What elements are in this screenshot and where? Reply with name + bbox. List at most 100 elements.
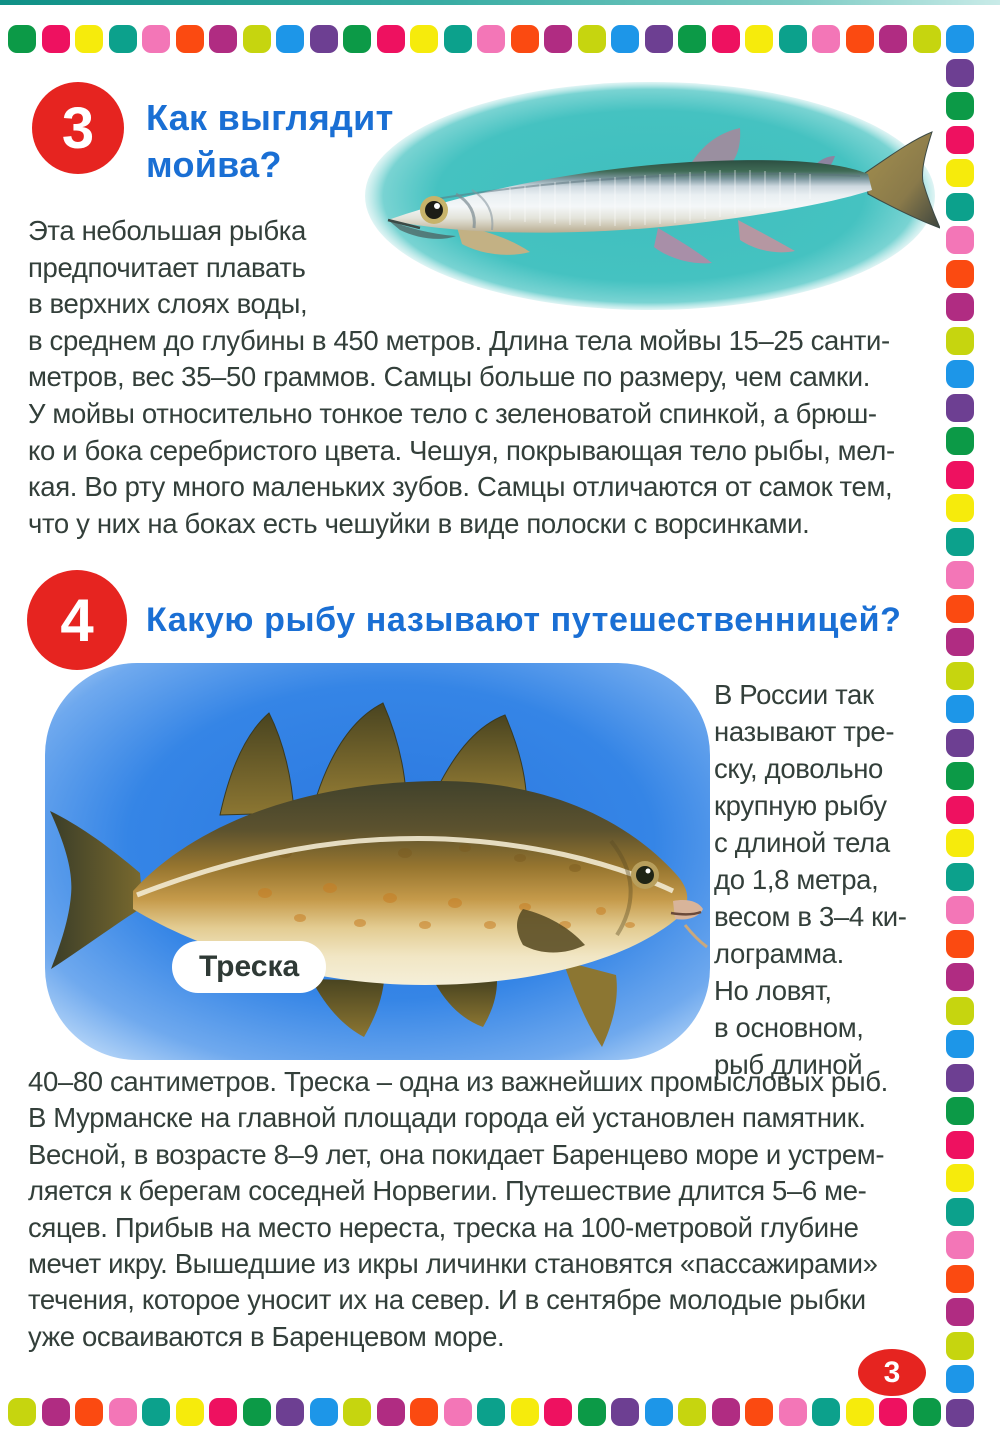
border-square [946,427,974,455]
border-square [75,1398,103,1426]
border-square [209,1398,237,1426]
border-square [946,1365,974,1393]
border-square [577,1398,606,1426]
border-square [946,527,974,556]
border-square [309,1398,338,1426]
border-square [510,25,539,53]
top-edge-line [0,0,1000,5]
border-square [946,594,974,623]
border-square [544,25,572,53]
border-square [644,25,673,53]
border-square [343,1398,371,1426]
section-4-paragraph: 40–80 сантиметров. Треска – одна из важн… [28,1066,888,1352]
section-4-side-paragraph: В России так называют тре- ску, довольно… [714,679,907,1080]
border-square [946,25,974,53]
border-square [845,1398,874,1426]
border-square [946,862,974,891]
border-square [410,1398,438,1426]
border-square [577,25,606,53]
border-square [946,259,974,288]
border-square [946,695,974,723]
border-square [946,1197,974,1226]
section-3-badge: 3 [32,82,124,174]
border-square [946,92,974,120]
border-square [946,192,974,221]
border-square [812,1398,840,1426]
border-square [946,125,974,154]
section-4-badge: 4 [27,570,127,670]
border-square [946,762,974,790]
border-square [946,795,974,824]
border-square [544,1398,572,1426]
border-square [209,25,237,53]
border-square [477,1398,505,1426]
border-square [946,159,974,187]
border-square [946,1264,974,1293]
section-3-paragraph: Эта небольшая рыбка предпочитает плавать… [28,215,895,539]
border-square [946,728,974,757]
cod-caption: Треска [172,941,327,993]
border-square [175,1398,204,1426]
border-square [912,25,941,53]
border-square [946,1298,974,1326]
border-square [778,25,807,53]
border-square [678,25,706,53]
border-square [946,628,974,656]
border-square [946,460,974,489]
capelin-illustration [365,82,940,310]
border-square [946,393,974,422]
border-square [946,1097,974,1125]
border-square [510,1398,539,1426]
border-square [812,25,840,53]
border-square [946,1331,974,1360]
border-square [912,1398,941,1426]
section-3-title: Как выглядит мойва? [146,97,394,185]
border-square [8,1398,36,1426]
border-square [946,996,974,1025]
border-square [142,25,170,53]
border-square [41,1398,70,1426]
border-square [946,226,974,254]
cod-illustration [45,663,710,1060]
border-square [946,1030,974,1058]
border-square [309,25,338,53]
border-square [745,25,773,53]
border-square [946,1130,974,1159]
border-square [242,1398,271,1426]
border-square [343,25,371,53]
border-square [946,494,974,522]
border-square [946,326,974,355]
border-square [142,1398,170,1426]
border-square [778,1398,807,1426]
border-square [276,25,304,53]
border-square [946,829,974,857]
border-square [879,25,907,53]
border-square [41,25,70,53]
border-square [108,25,137,53]
border-square [108,1398,137,1426]
border-square [644,1398,673,1426]
border-square [477,25,505,53]
border-square [946,1164,974,1192]
border-square [946,1398,974,1427]
border-square [946,1063,974,1092]
border-square [175,25,204,53]
border-square [879,1398,907,1426]
border-square [946,561,974,589]
border-square [845,25,874,53]
border-square [946,293,974,321]
page-number-badge: 3 [858,1349,926,1396]
border-square [946,58,974,87]
border-square [410,25,438,53]
section-4-title: Какую рыбу называют путешественницей? [146,601,902,639]
border-square [678,1398,706,1426]
border-square [443,1398,472,1426]
border-square [946,929,974,958]
border-square [711,1398,740,1426]
border-square [946,661,974,690]
border-square [376,25,405,53]
border-square [946,360,974,388]
border-square [611,1398,639,1426]
border-square [611,25,639,53]
